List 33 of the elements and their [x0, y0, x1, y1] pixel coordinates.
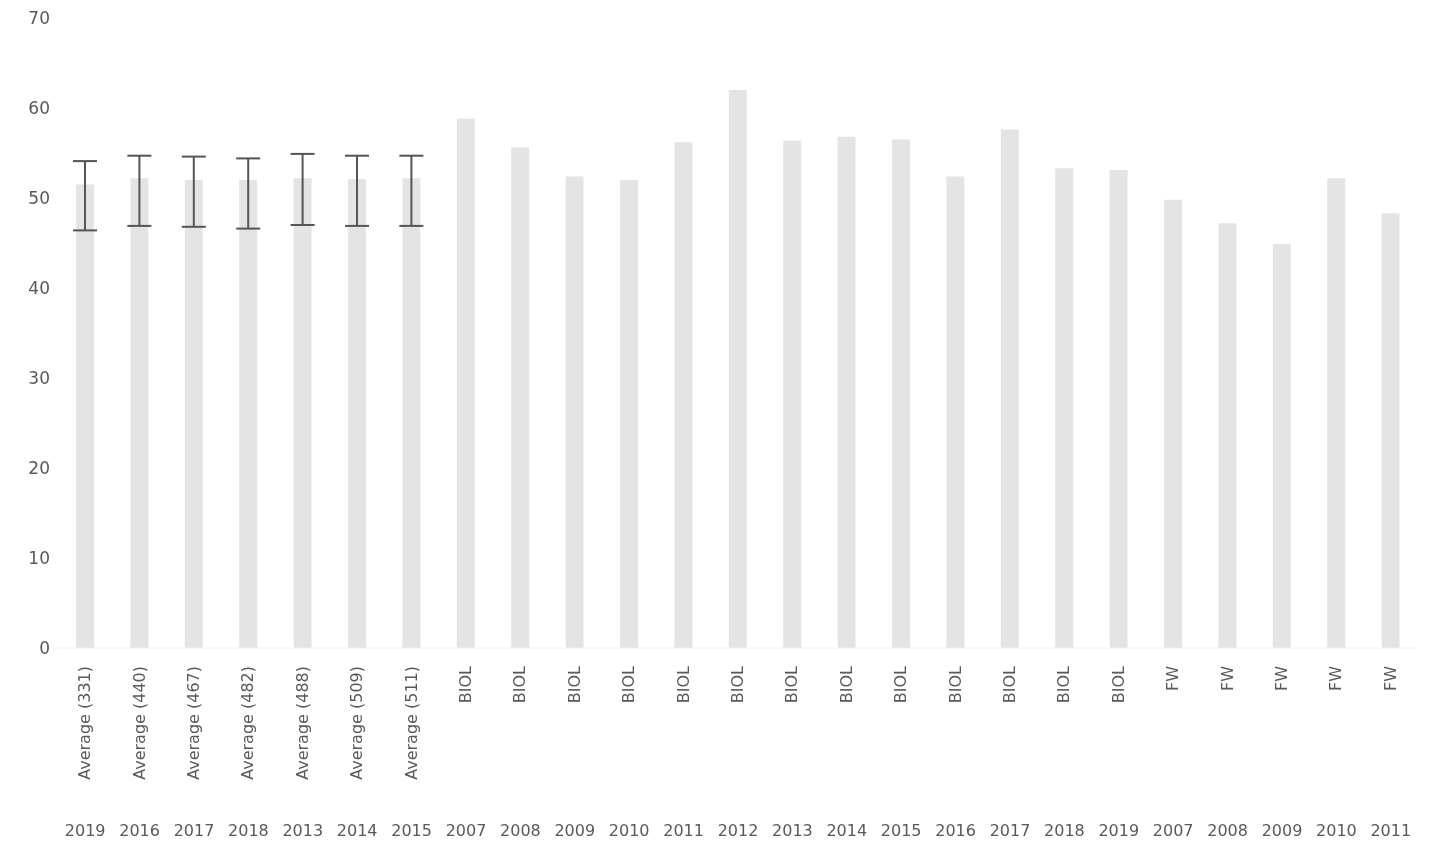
category-label: BIOL 2007	[445, 666, 487, 840]
category-label: Average (488) 2013	[282, 666, 324, 840]
y-tick-label: 40	[28, 278, 50, 299]
category-label: BIOL 2011	[663, 666, 704, 840]
y-tick-label: 0	[39, 638, 50, 659]
y-tick-label: 70	[28, 8, 50, 29]
y-tick-label: 50	[28, 188, 50, 209]
category-label: BIOL 2012	[717, 666, 759, 840]
category-label: BIOL 2019	[1098, 666, 1140, 840]
y-tick-label: 20	[28, 458, 50, 479]
y-tick-label: 10	[28, 548, 50, 569]
category-label: Average (511) 2015	[391, 666, 432, 840]
category-label: BIOL 2009	[554, 666, 596, 840]
category-label: BIOL 2013	[772, 666, 813, 840]
category-label: BIOL 2017	[989, 666, 1031, 840]
category-label: FW 2009	[1261, 666, 1303, 840]
category-label: BIOL 2016	[935, 666, 976, 840]
category-label: BIOL 2008	[500, 666, 541, 840]
category-label: Average (331) 2019	[64, 666, 106, 840]
category-label: Average (509) 2014	[336, 666, 378, 840]
category-label: Average (440) 2016	[119, 666, 160, 840]
category-label: FW 2007	[1152, 666, 1194, 840]
category-label: FW 2010	[1316, 666, 1357, 840]
category-label: FW 2008	[1207, 666, 1248, 840]
category-label: BIOL 2010	[608, 666, 650, 840]
category-label: BIOL 2014	[826, 666, 868, 840]
y-tick-label: 60	[28, 98, 50, 119]
category-label: Average (482) 2018	[228, 666, 269, 840]
category-label: FW 2011	[1370, 666, 1412, 840]
category-label: BIOL 2018	[1044, 666, 1085, 840]
category-label: Average (467) 2017	[173, 666, 215, 840]
category-label: BIOL 2015	[880, 666, 922, 840]
y-tick-label: 30	[28, 368, 50, 389]
